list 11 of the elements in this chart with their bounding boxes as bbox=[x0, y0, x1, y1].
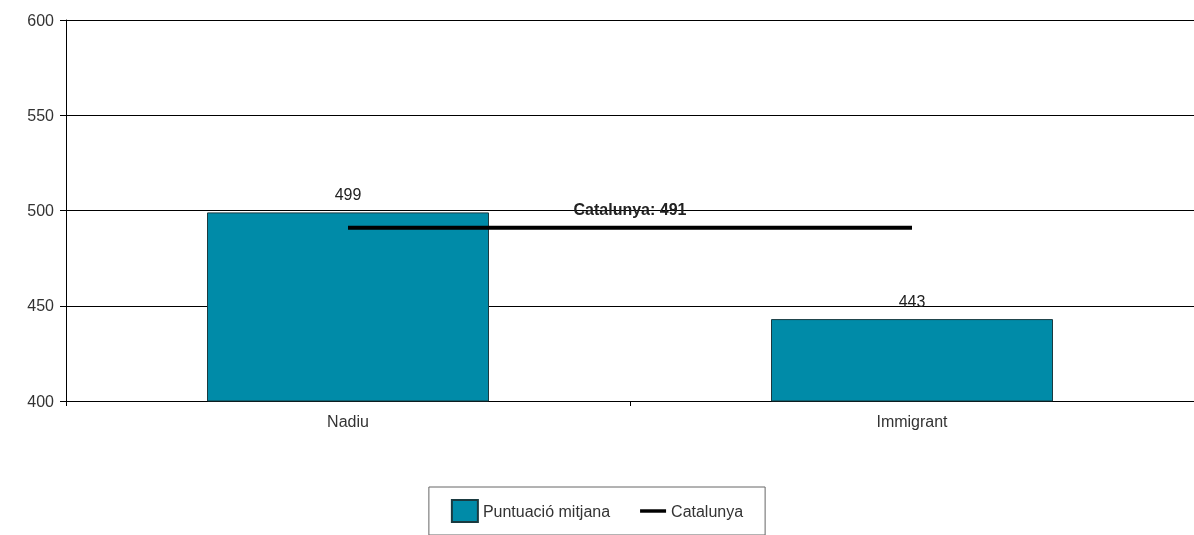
x-tick-label: Immigrant bbox=[876, 412, 949, 430]
y-tick-label: 550 bbox=[27, 106, 55, 124]
data-label: 499 bbox=[334, 185, 362, 203]
y-tick-label: 600 bbox=[27, 11, 55, 29]
data-label: 443 bbox=[898, 292, 926, 310]
legend-label: Catalunya bbox=[671, 502, 744, 520]
y-tick-label: 500 bbox=[27, 202, 55, 219]
y-tick-label: 450 bbox=[27, 297, 55, 315]
x-tick-label: Nadiu bbox=[327, 412, 369, 430]
y-tick-label: 400 bbox=[27, 392, 55, 410]
legend-label: Puntuació mitjana bbox=[482, 502, 611, 520]
